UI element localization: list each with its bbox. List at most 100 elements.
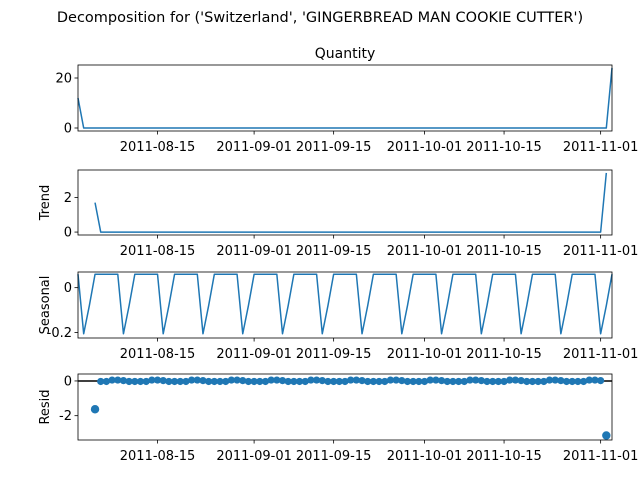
data-point — [460, 377, 468, 386]
x-tick-label: 2011-10-01 — [387, 347, 463, 362]
data-point — [557, 377, 565, 385]
data-point — [585, 376, 593, 384]
data-point — [437, 377, 446, 385]
x-tick-label: 2011-10-15 — [466, 347, 542, 362]
data-point — [148, 376, 156, 384]
data-point — [415, 377, 423, 386]
data-point — [568, 377, 576, 386]
x-tick-label: 2011-08-15 — [120, 449, 196, 464]
series-quantity — [77, 67, 613, 129]
data-point — [545, 376, 554, 384]
data-point — [409, 377, 417, 386]
data-point — [540, 377, 548, 386]
data-point — [591, 376, 599, 384]
data-point — [142, 377, 150, 386]
axes-frame — [77, 64, 613, 132]
data-point — [182, 377, 190, 386]
series-trend — [94, 172, 608, 233]
series-resid — [90, 376, 611, 440]
data-point — [307, 376, 315, 384]
figure-title: Decomposition for ('Switzerland', 'GINGE… — [57, 10, 583, 26]
panel-title: Quantity — [315, 46, 376, 62]
x-tick-label: 2011-10-15 — [466, 140, 542, 155]
data-point — [489, 377, 497, 386]
data-point — [273, 376, 281, 384]
panel-resid: 0 -2 Resid 2011-08-15 2011-09-01 2011-09-15 20… — [38, 373, 639, 464]
data-point — [267, 376, 275, 384]
x-tick-label: 2011-11-01 — [563, 449, 639, 464]
data-point — [381, 377, 389, 386]
x-tick-label: 2011-09-15 — [296, 244, 372, 259]
data-point — [227, 376, 235, 384]
data-point — [426, 376, 434, 384]
data-point-outlier — [90, 405, 100, 414]
data-point — [216, 377, 224, 386]
data-point — [449, 377, 457, 386]
x-tick-label: 2011-08-15 — [120, 140, 196, 155]
data-point — [108, 376, 116, 384]
x-tick-label: 2011-10-15 — [466, 449, 542, 464]
data-point — [153, 376, 162, 384]
data-point — [443, 377, 451, 386]
data-point — [199, 377, 207, 385]
data-point-outlier — [602, 431, 611, 440]
data-point — [295, 377, 304, 386]
y-tick-label: -2 — [59, 409, 72, 424]
data-point — [125, 377, 133, 386]
data-point — [301, 377, 309, 386]
y-tick-label: 2 — [64, 191, 72, 206]
panel-trend: 0 2 Trend 2011-08-15 2011-09-01 2011-09-15 201… — [38, 169, 638, 259]
data-point — [176, 377, 184, 386]
data-point — [528, 377, 537, 386]
data-point — [398, 377, 406, 385]
data-point — [318, 377, 326, 385]
data-point — [534, 377, 542, 386]
x-tick-label: 2011-11-01 — [563, 347, 639, 362]
y-tick-label: 0 — [64, 226, 72, 241]
data-point — [511, 376, 520, 384]
x-tick-label: 2011-10-15 — [466, 244, 542, 259]
data-point — [239, 377, 247, 385]
x-tick-label: 2011-09-15 — [296, 449, 372, 464]
data-point — [136, 377, 145, 386]
x-tick-label: 2011-10-01 — [387, 449, 463, 464]
series-seasonal — [77, 273, 613, 335]
y-tick-label: 20 — [55, 72, 72, 87]
data-point — [562, 377, 571, 386]
data-point — [500, 377, 508, 386]
data-point — [205, 377, 213, 386]
data-point — [210, 377, 218, 386]
data-point — [574, 377, 582, 386]
data-point — [420, 377, 429, 386]
data-point — [392, 376, 400, 384]
x-tick-label: 2011-11-01 — [563, 140, 639, 155]
y-axis-label: Resid — [38, 389, 53, 424]
data-point — [358, 377, 366, 385]
series-line-seasonal — [77, 273, 613, 335]
data-point — [250, 377, 258, 386]
panel-quantity: Quantity 0 20 2011-08-15 2011-09-01 2011-09-1… — [55, 46, 638, 155]
data-point — [131, 377, 139, 386]
x-tick-label: 2011-09-01 — [216, 140, 292, 155]
y-tick-label: 0 — [64, 281, 72, 296]
data-point — [193, 376, 201, 384]
data-point — [432, 376, 440, 384]
data-point — [466, 376, 474, 384]
data-point — [233, 376, 241, 384]
series-line-quantity — [77, 67, 613, 129]
axes-frame — [77, 169, 613, 236]
data-point — [335, 377, 343, 386]
x-tick-label: 2011-08-15 — [120, 244, 196, 259]
data-point — [324, 377, 332, 386]
data-point — [455, 377, 463, 386]
data-point — [256, 377, 264, 386]
data-point — [477, 377, 485, 385]
x-tick-label: 2011-09-15 — [296, 347, 372, 362]
y-tick-label: 0 — [64, 374, 72, 389]
axes-frame — [77, 271, 613, 339]
y-axis-label: Seasonal — [38, 276, 53, 335]
data-point — [472, 376, 480, 384]
